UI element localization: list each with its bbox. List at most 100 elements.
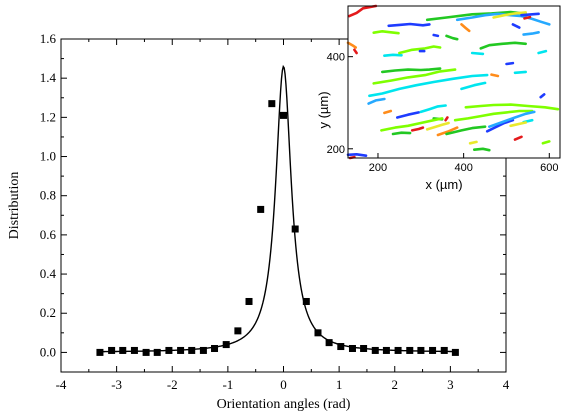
trajectory: [346, 41, 357, 49]
data-point: [291, 225, 299, 233]
data-point: [130, 346, 138, 354]
trajectory: [396, 111, 420, 119]
data-point: [268, 100, 276, 108]
data-point: [406, 346, 414, 354]
data-point: [188, 346, 196, 354]
inset-x-tick-label: 200: [369, 162, 387, 174]
trajectory: [380, 117, 444, 132]
inset-y-tick-label: 400: [327, 52, 345, 64]
trajectory: [520, 12, 540, 17]
x-tick-label: 0: [280, 377, 287, 392]
trajectory: [460, 81, 487, 91]
trajectory: [372, 30, 400, 35]
trajectory: [513, 70, 527, 75]
trajectory: [468, 140, 478, 145]
x-tick-label: -2: [167, 377, 178, 392]
trajectory: [368, 73, 489, 98]
inset-x-axis-label: x (µm): [425, 177, 462, 192]
inset-plot: 200 400 600 200 400 x (µm) y (µm): [316, 4, 561, 192]
trajectory: [473, 147, 491, 152]
y-axis-label: Distribution: [7, 172, 22, 240]
trajectory: [348, 4, 378, 18]
trajectory: [485, 118, 515, 133]
data-point: [360, 344, 368, 352]
trajectory: [523, 15, 532, 20]
data-point: [177, 346, 185, 354]
trajectory: [353, 48, 358, 55]
trajectory: [537, 49, 548, 55]
data-point: [417, 346, 425, 354]
trajectory: [391, 131, 412, 136]
trajectory: [453, 109, 534, 122]
trajectory: [479, 41, 527, 50]
data-point: [153, 348, 161, 356]
trajectory: [383, 109, 393, 115]
trajectory: [372, 68, 457, 85]
data-point: [337, 343, 345, 351]
trajectory: [490, 73, 500, 78]
data-points: [96, 100, 459, 356]
x-tick-label: -4: [56, 377, 67, 392]
x-tick-label: 1: [336, 377, 343, 392]
main-axis-ticks: -4 -3 -2 -1 0 1 2 3 4 0.0 0.2 0.4 0.6 0.8 1.0 1.2 1.4 1.6: [40, 31, 510, 392]
inset-frame: [347, 5, 561, 159]
data-point: [451, 348, 459, 356]
y-tick-label: 1.4: [40, 70, 57, 85]
trajectory: [425, 121, 450, 131]
trajectory: [445, 125, 487, 136]
y-tick-label: 0.6: [40, 227, 57, 242]
x-tick-label: -3: [111, 377, 122, 392]
trajectory: [464, 103, 560, 111]
trajectory: [509, 121, 527, 128]
trajectory: [432, 33, 440, 38]
trajectory: [419, 104, 447, 114]
trajectory: [383, 53, 403, 57]
inset-y-tick-label: 200: [327, 144, 345, 156]
y-tick-label: 1.2: [40, 109, 56, 124]
main-plot: -4 -3 -2 -1 0 1 2 3 4 0.0 0.2 0.4 0.6 0.8 1.0 1.2 1.4 1.6…: [7, 31, 510, 412]
data-point: [199, 346, 207, 354]
trajectory: [410, 126, 425, 132]
trajectory: [445, 34, 459, 41]
trajectory: [436, 126, 459, 137]
trajectory: [511, 23, 521, 29]
data-point: [142, 348, 150, 356]
trajectory: [505, 61, 515, 66]
y-tick-label: 0.0: [40, 344, 56, 359]
inset-x-tick-label: 400: [454, 162, 472, 174]
trajectory: [492, 11, 527, 19]
y-tick-label: 1.0: [40, 149, 56, 164]
trajectory: [513, 135, 523, 141]
y-tick-label: 0.8: [40, 188, 56, 203]
x-tick-label: 2: [392, 377, 399, 392]
y-tick-label: 0.4: [40, 266, 57, 281]
x-axis-label: Orientation angles (rad): [217, 397, 351, 412]
trajectory: [541, 140, 551, 145]
trajectory: [387, 22, 431, 28]
data-point: [96, 348, 104, 356]
trajectory: [470, 51, 485, 56]
data-point: [119, 346, 127, 354]
trajectory: [367, 97, 386, 105]
trajectory: [444, 116, 449, 122]
trajectory: [539, 93, 546, 99]
data-point: [440, 346, 448, 354]
main-plot-frame: [60, 38, 507, 373]
x-tick-label: 3: [447, 377, 454, 392]
y-tick-label: 1.6: [40, 31, 57, 46]
data-point: [222, 341, 230, 349]
y-tick-label: 0.2: [40, 305, 56, 320]
trajectory: [381, 67, 442, 74]
trajectory: [398, 45, 442, 55]
data-point: [257, 205, 265, 213]
data-point: [348, 344, 356, 352]
data-point: [371, 346, 379, 354]
data-point: [382, 346, 390, 354]
data-point: [245, 297, 253, 305]
data-point: [234, 327, 242, 335]
inset-trajectories: [346, 4, 560, 160]
x-tick-label: -1: [222, 377, 233, 392]
inset-y-axis-label: y (µm): [316, 91, 331, 128]
x-tick-label: 4: [503, 377, 510, 392]
